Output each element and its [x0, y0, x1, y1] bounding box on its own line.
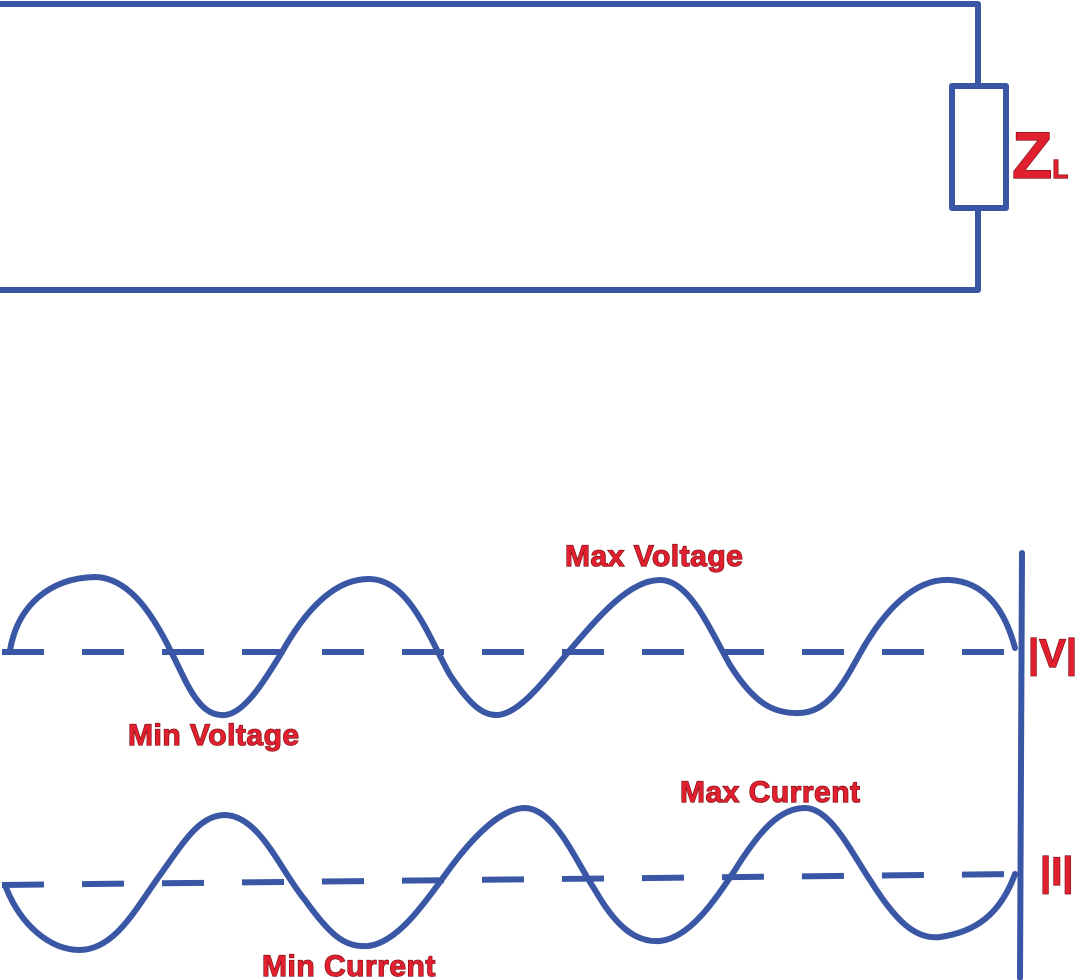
voltage-axis-label: |V|	[1028, 632, 1077, 676]
load-position-line	[1017, 550, 1025, 980]
current-baseline	[1, 871, 1019, 888]
max-voltage-label: Max Voltage	[565, 540, 743, 573]
top-conductor	[0, 1, 981, 87]
transmission-line-circuit	[0, 1, 1009, 293]
bottom-conductor	[0, 207, 981, 293]
voltage-standing-wave	[2, 574, 1018, 719]
current-axis-label: |I|	[1040, 850, 1074, 894]
current-curve	[2, 805, 1018, 953]
load-impedance-subscript: L	[1052, 154, 1068, 184]
current-standing-wave	[1, 805, 1019, 953]
max-current-label: Max Current	[680, 776, 861, 809]
min-voltage-label: Min Voltage	[128, 719, 300, 752]
load-impedance-resistor	[949, 83, 1009, 211]
voltage-curve	[7, 574, 1018, 719]
load-impedance-label: ZL	[1012, 118, 1068, 192]
min-current-label: Min Current	[262, 950, 436, 980]
load-impedance-symbol: Z	[1012, 118, 1052, 192]
